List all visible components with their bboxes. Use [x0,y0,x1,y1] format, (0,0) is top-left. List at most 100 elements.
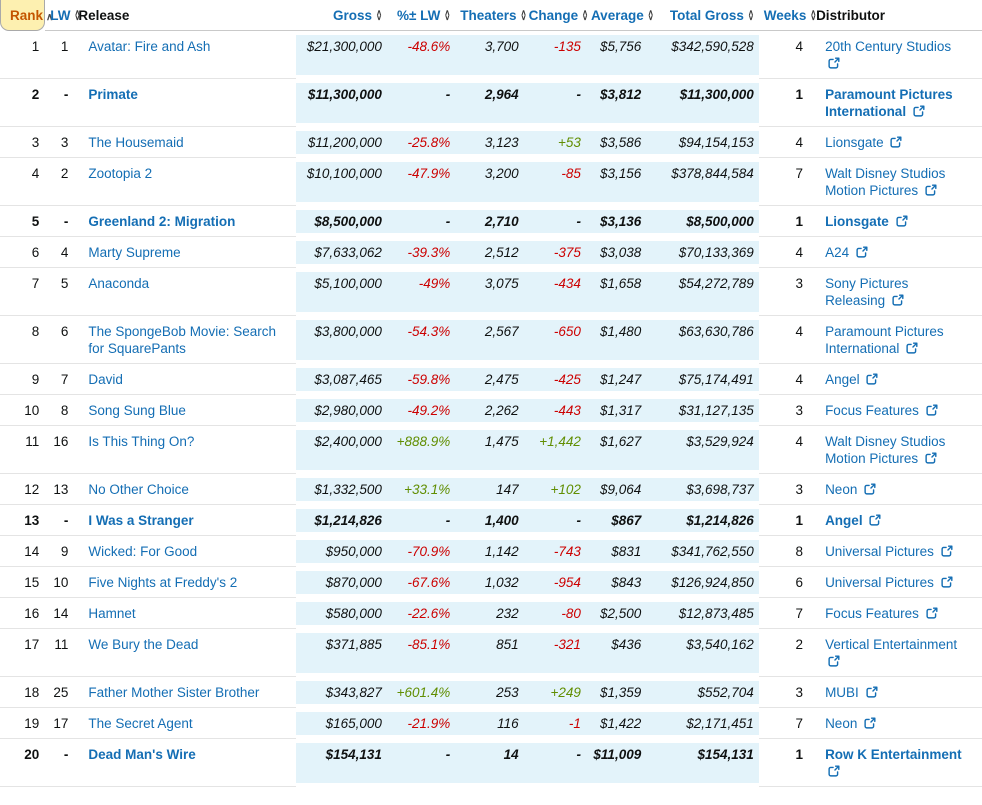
distributor-link[interactable]: MUBI [825,685,878,700]
rank-cell: 16 [0,598,46,629]
distributor-link[interactable]: Neon [825,482,876,497]
release-cell: Avatar: Fire and Ash [73,31,297,79]
sort-both-icon: ∧ ∨ [376,9,382,22]
release-link[interactable]: The Housemaid [88,135,184,150]
release-link[interactable]: We Bury the Dead [88,637,199,652]
distributor-link[interactable]: Angel [825,372,878,387]
release-link[interactable]: Greenland 2: Migration [88,214,236,229]
column-header-change[interactable]: Change ∧ ∨ [523,0,588,31]
weeks-cell: 3 [758,474,812,505]
distributor-link[interactable]: Lionsgate [825,135,902,150]
sort-both-icon: ∧ ∨ [582,9,588,22]
gross-cell: $7,633,062 [296,237,387,268]
theaters-cell: 3,075 [455,268,524,316]
release-link[interactable]: Five Nights at Freddy's 2 [88,575,238,590]
distributor-link[interactable]: Focus Features [825,403,938,418]
gross-cell: $580,000 [296,598,387,629]
pct-cell: -22.6% [386,598,456,629]
lw-cell: 25 [45,677,74,708]
column-header-label: LW [50,8,71,23]
external-link-icon [856,246,868,258]
distributor-link[interactable]: Walt Disney Studios Motion Pictures [825,434,945,466]
distributor-link[interactable]: Angel [825,513,881,528]
sort-both-icon: ∧ ∨ [74,9,80,22]
release-link[interactable]: Song Sung Blue [88,403,186,418]
release-cell: Greenland 2: Migration [73,206,297,237]
theaters-cell: 851 [455,629,524,677]
column-header-average[interactable]: Average ∧ ∨ [585,0,654,31]
column-header-rank[interactable]: Rank∧ [0,0,53,31]
change-cell: -425 [523,364,586,395]
change-cell: -80 [523,598,586,629]
distributor-link[interactable]: A24 [825,245,868,260]
weeks-cell: 6 [758,567,812,598]
column-header-label: Gross [333,8,373,23]
column-header-weeks[interactable]: Weeks ∧ ∨ [758,0,816,31]
total_gross-cell: $3,529,924 [646,426,759,474]
distributor-link[interactable]: Row K Entertainment [825,747,962,779]
release-cell: No Other Choice [73,474,297,505]
rank-cell: 18 [0,677,46,708]
distributor-link[interactable]: Vertical Entertainment [825,637,957,669]
release-link[interactable]: Hamnet [88,606,136,621]
total_gross-cell: $3,698,737 [646,474,759,505]
distributor-link[interactable]: Neon [825,716,876,731]
table-row: 12 13 No Other Choice $1,332,500 +33.1% 147 +1… [0,474,982,505]
distributor-link[interactable]: Sony Pictures Releasing [825,276,908,308]
column-header-pct[interactable]: %± LW ∧ ∨ [386,0,456,31]
external-link-icon [926,404,938,416]
release-link[interactable]: Zootopia 2 [88,166,153,181]
release-link[interactable]: David [88,372,123,387]
distributor-link[interactable]: Walt Disney Studios Motion Pictures [825,166,945,198]
release-link[interactable]: Is This Thing On? [88,434,195,449]
distributor-link[interactable]: Paramount Pictures International [825,87,953,119]
distributor-link[interactable]: 20th Century Studios [825,39,951,71]
change-cell: -443 [523,395,586,426]
external-link-icon [865,686,878,698]
total_gross-cell: $12,873,485 [646,598,759,629]
gross-cell: $2,980,000 [296,395,387,426]
theaters-cell: 232 [455,598,524,629]
release-link[interactable]: Primate [88,87,138,102]
table-row: 8 6 The SpongeBob Movie: Search for Square… [0,316,982,364]
lw-cell: 1 [45,31,74,79]
column-header-theaters[interactable]: Theaters ∧ ∨ [455,0,526,31]
distributor-cell: Neon [811,708,982,739]
gross-cell: $8,500,000 [296,206,387,237]
column-header-distributor[interactable]: Distributor [811,0,982,31]
column-header-total_gross[interactable]: Total Gross ∧ ∨ [646,0,759,31]
rank-cell: 17 [0,629,46,677]
total_gross-cell: $94,154,153 [646,127,759,158]
caret-down-icon: ∨ [747,13,754,23]
lw-cell: - [45,739,74,787]
column-header-lw[interactable]: LW ∧ ∨ [45,0,80,31]
release-link[interactable]: The SpongeBob Movie: Search for SquarePa… [88,324,276,356]
release-link[interactable]: Father Mother Sister Brother [88,685,260,700]
distributor-name: Walt Disney Studios Motion Pictures [825,166,946,198]
pct-cell: - [386,739,456,787]
release-link[interactable]: Wicked: For Good [88,544,198,559]
total_gross-cell: $342,590,528 [646,31,759,79]
column-header-release[interactable]: Release [73,0,297,31]
release-link[interactable]: Marty Supreme [88,245,181,260]
gross-cell: $21,300,000 [296,31,387,79]
weeks-cell: 4 [758,31,812,79]
theaters-cell: 14 [455,739,524,787]
rank-cell: 7 [0,268,46,316]
distributor-cell: Paramount Pictures International [811,79,982,127]
distributor-link[interactable]: Lionsgate [825,214,908,229]
release-link[interactable]: Dead Man's Wire [88,747,196,762]
release-link[interactable]: Anaconda [88,276,150,291]
gross-cell: $11,200,000 [296,127,387,158]
release-link[interactable]: No Other Choice [88,482,189,497]
distributor-link[interactable]: Universal Pictures [825,575,953,590]
column-header-label: Release [78,8,130,23]
distributor-link[interactable]: Universal Pictures [825,544,953,559]
distributor-link[interactable]: Focus Features [825,606,938,621]
column-header-gross[interactable]: Gross ∧ ∨ [296,0,387,31]
release-link[interactable]: I Was a Stranger [88,513,194,528]
distributor-link[interactable]: Paramount Pictures International [825,324,944,356]
change-cell: - [523,79,586,127]
release-link[interactable]: The Secret Agent [88,716,193,731]
release-link[interactable]: Avatar: Fire and Ash [88,39,211,54]
